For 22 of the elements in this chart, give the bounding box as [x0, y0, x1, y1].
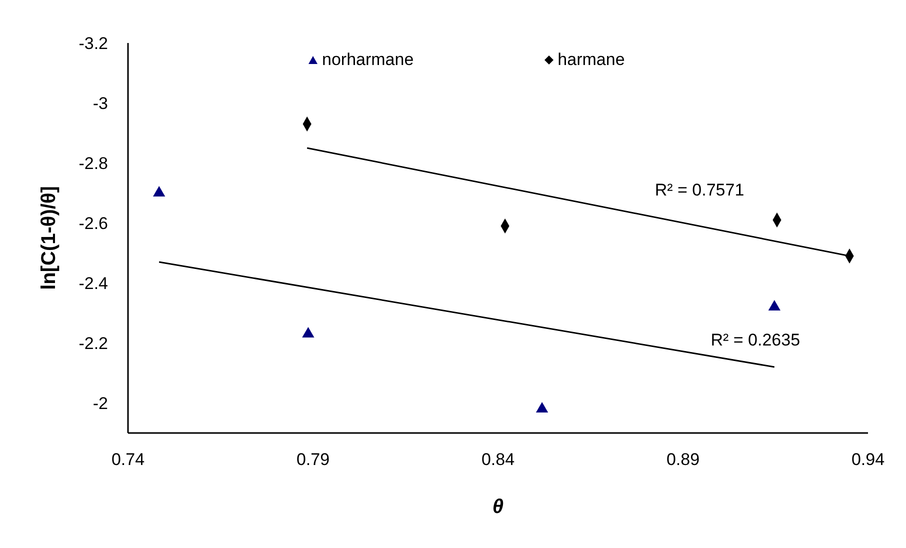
y-tick-label: -3.2: [78, 34, 108, 54]
legend-label: harmane: [558, 50, 625, 70]
x-tick-label: 0.84: [481, 450, 515, 470]
x-tick-label: 0.74: [111, 450, 145, 470]
x-tick-label: 0.79: [296, 450, 330, 470]
x-tick-label: 0.89: [666, 450, 700, 470]
y-tick-label: -3: [92, 94, 108, 114]
y-tick-label: -2.8: [78, 154, 108, 174]
annotation: R² = 0.2635: [710, 330, 800, 350]
y-tick-label: -2.4: [78, 274, 108, 294]
y-tick-label: -2.2: [78, 334, 108, 354]
point: [153, 186, 166, 197]
x-tick-label: 0.94: [851, 450, 885, 470]
y-tick-label: -2: [92, 394, 108, 414]
y-axis-title: ln[C(1-θ)/θ]: [38, 186, 60, 290]
x-axis-title: θ: [492, 496, 504, 518]
y-tick-label: -2.6: [78, 214, 108, 234]
annotation: R² = 0.7571: [654, 180, 744, 200]
point: [768, 300, 780, 311]
legend-label: norharmane: [322, 50, 414, 70]
point: [302, 326, 314, 338]
point: [536, 402, 548, 413]
